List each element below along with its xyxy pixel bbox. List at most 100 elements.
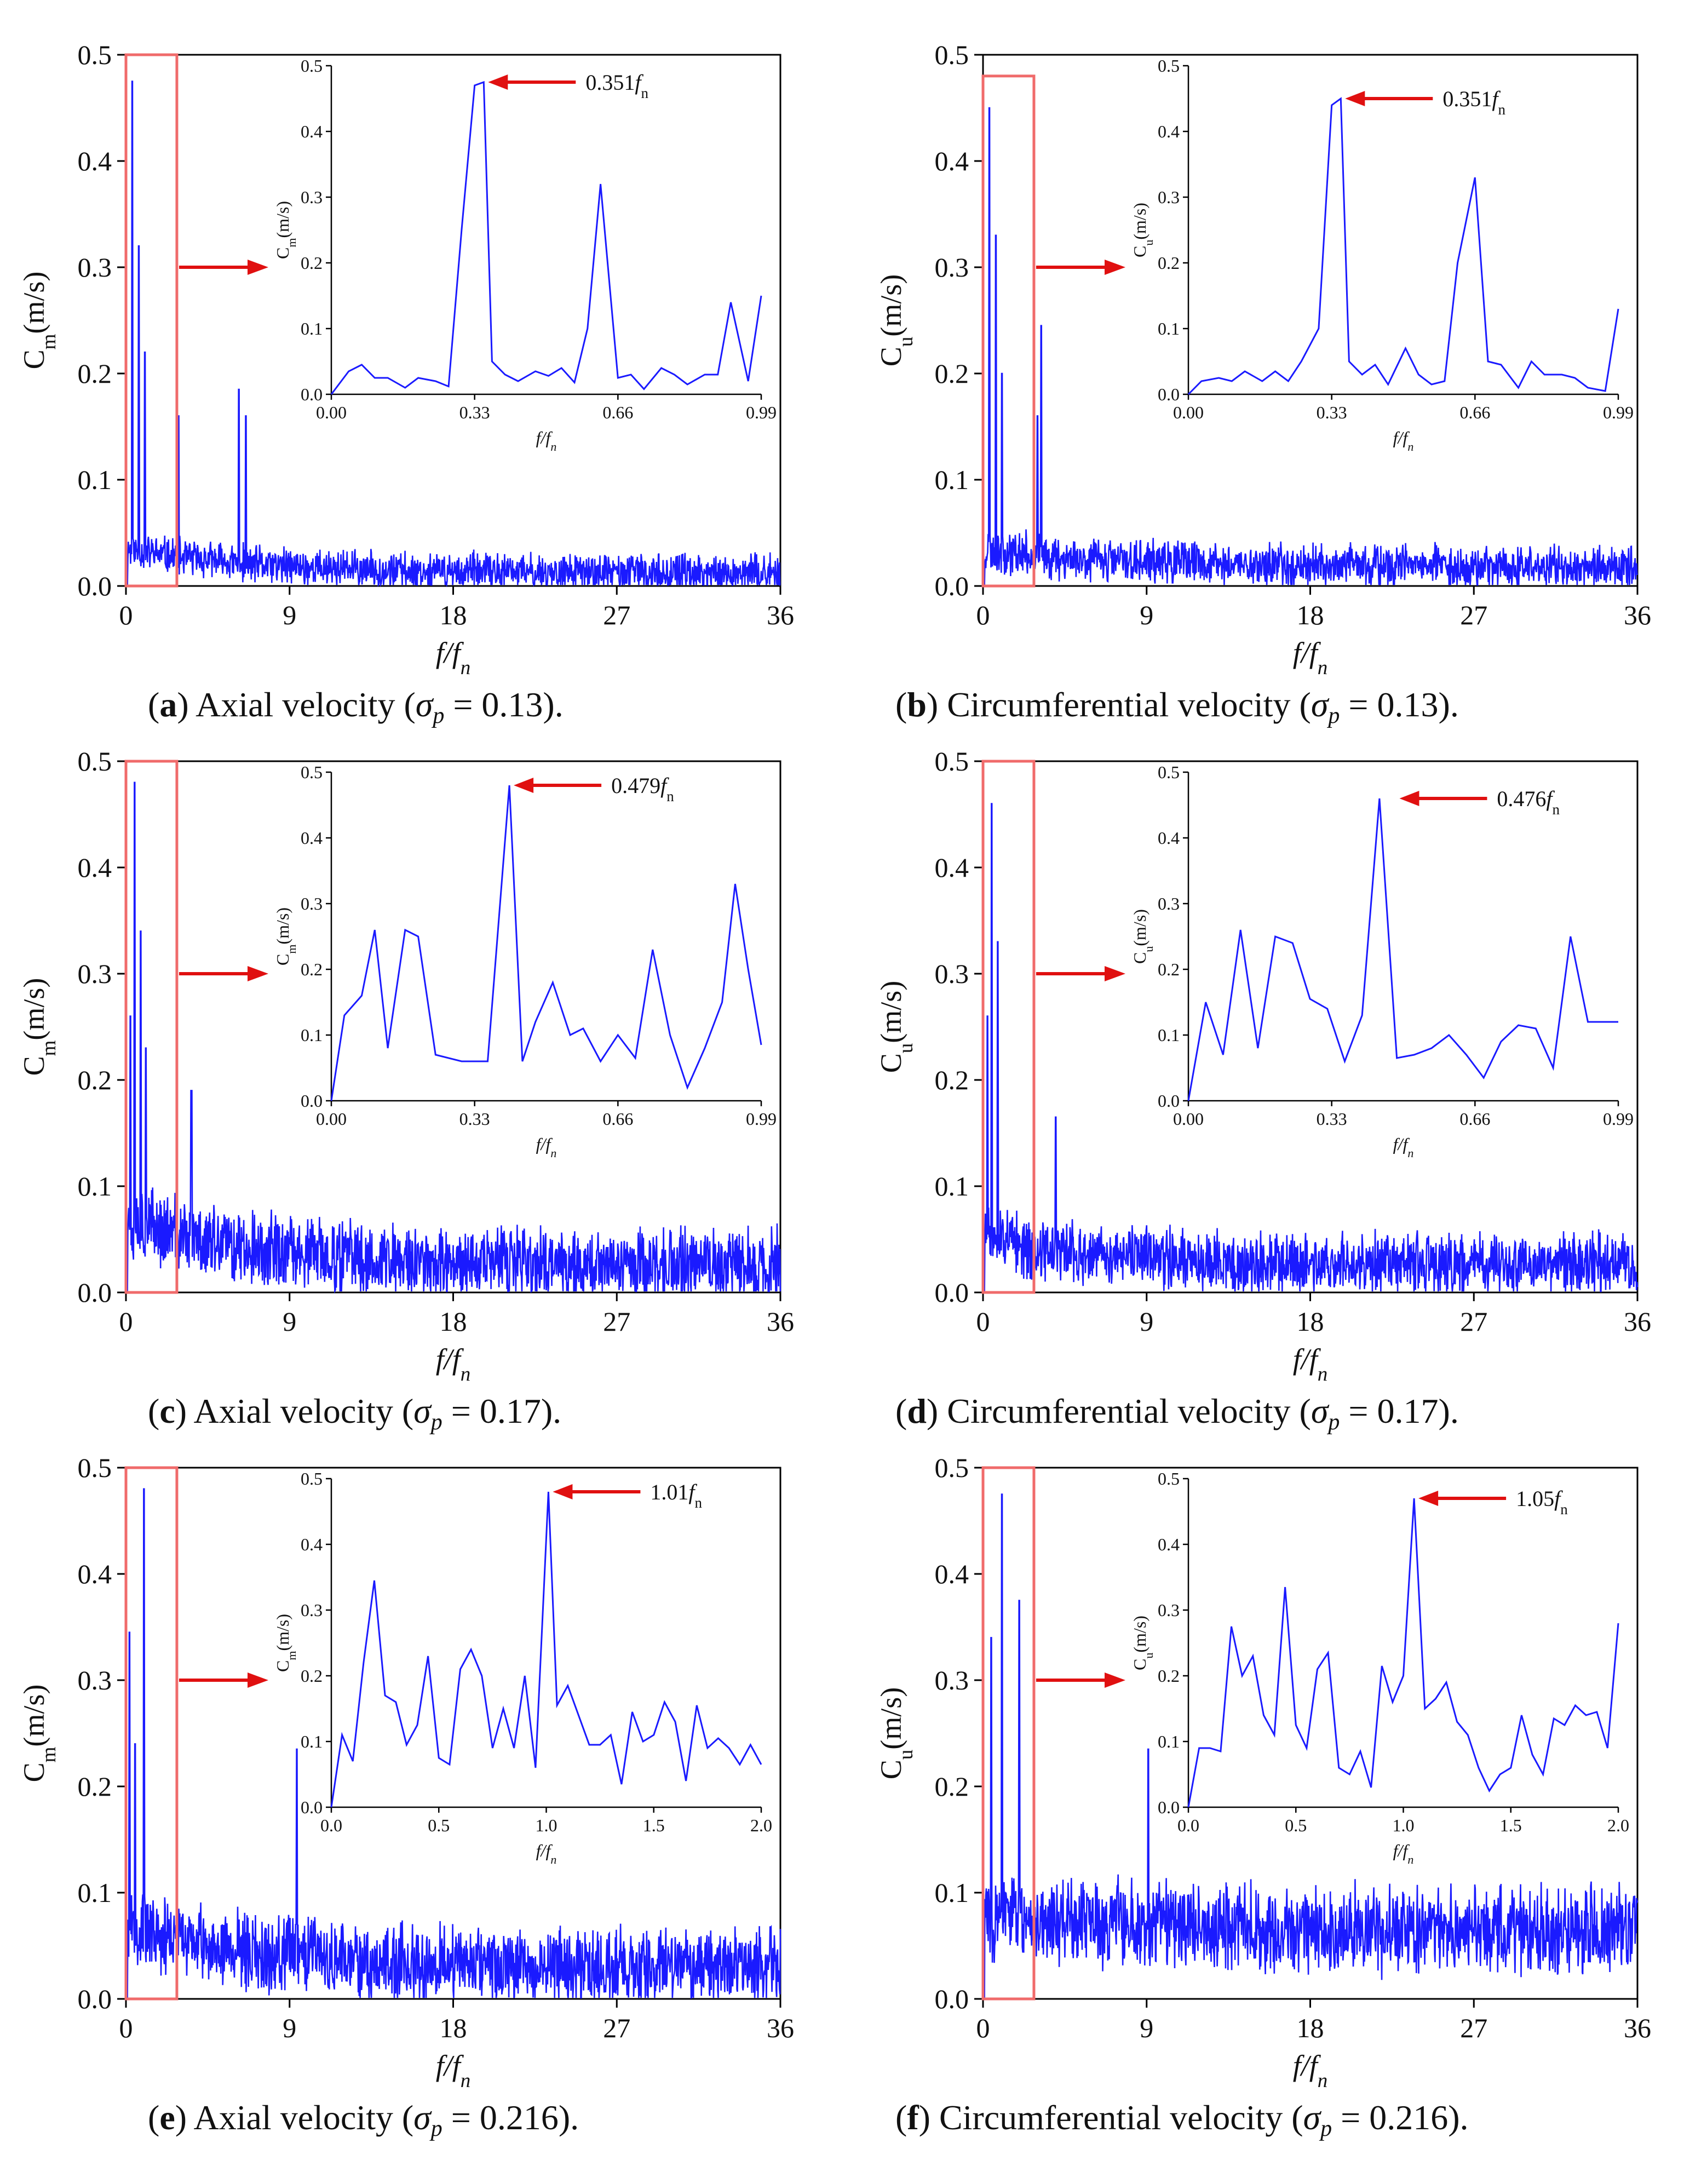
x-tick-label: 18 — [440, 2013, 467, 2043]
inset-series-line — [330, 1491, 762, 1808]
inset-x-axis-label: f/fn — [1393, 428, 1414, 453]
panel-e: 0.00.10.20.30.40.50 9 18 27 36f/fnCm(m/s)0.0… — [18, 1452, 794, 2092]
y-tick-label: 0.5 — [935, 746, 969, 777]
inset-x-tick-label: 0.99 — [746, 1109, 777, 1129]
x-tick-label: 0 — [119, 2013, 133, 2043]
y-axis-label: Cu(m/s) — [875, 981, 917, 1073]
y-tick-label: 0.0 — [935, 1277, 969, 1308]
inset-y-tick-label: 0.3 — [1158, 894, 1180, 913]
x-tick-label: 0 — [119, 1306, 133, 1337]
y-tick-label: 0.1 — [78, 464, 112, 495]
y-tick-label: 0.5 — [935, 39, 969, 70]
inset-y-axis-label: Cu(m/s) — [1130, 909, 1156, 964]
inset-x-tick-label: 0.66 — [1459, 403, 1490, 422]
inset-y-tick-label: 0.3 — [1158, 1600, 1180, 1620]
annotation-label: 0.476fn — [1497, 786, 1560, 818]
caption-f: (f) Circumferential velocity (σp = 0.216… — [895, 2098, 1469, 2141]
y-tick-label: 0.4 — [935, 146, 969, 176]
x-axis-label: f/fn — [436, 1343, 471, 1386]
inset-y-axis-label: Cu(m/s) — [1130, 1616, 1156, 1670]
x-tick-label: 9 — [1140, 1306, 1153, 1337]
y-tick-label: 0.4 — [78, 146, 112, 176]
x-tick-label: 0 — [119, 600, 133, 630]
annotation-arrow-head — [1399, 791, 1419, 806]
inset-y-tick-label: 0.3 — [301, 1600, 323, 1620]
x-axis-label: f/fn — [1293, 636, 1328, 679]
inset-y-tick-label: 0.4 — [301, 828, 323, 848]
x-tick-label: 0 — [976, 600, 990, 630]
inset-y-tick-label: 0.3 — [301, 187, 323, 207]
inset-y-tick-label: 0.0 — [1158, 1797, 1180, 1817]
inset-x-tick-label: 0.33 — [1317, 1109, 1347, 1129]
series-line — [126, 1488, 781, 2000]
y-tick-label: 0.1 — [935, 1171, 969, 1202]
y-tick-label: 0.1 — [78, 1171, 112, 1202]
y-tick-label: 0.5 — [78, 1452, 112, 1483]
inset-series-line — [330, 785, 762, 1101]
x-tick-label: 27 — [1460, 1306, 1487, 1337]
highlight-box — [124, 760, 179, 1294]
connector-arrow-head — [1105, 966, 1125, 981]
caption-a: (a) Axial velocity (σp = 0.13). — [148, 685, 564, 728]
annotation-arrow-head — [1345, 91, 1365, 106]
panel-a: 0.00.10.20.30.40.50 9 18 27 36f/fnCm(m/s)0.0… — [18, 39, 794, 679]
x-tick-label: 27 — [603, 2013, 630, 2043]
inset-background — [331, 66, 761, 394]
y-tick-label: 0.2 — [78, 1771, 112, 1802]
highlight-box — [124, 1466, 179, 2001]
inset-chart: 0.0 0.1 0.2 0.3 0.4 0.5 0.00 0.33 0.66 0.99 f/fn Cu… — [1130, 762, 1634, 1160]
inset-background — [1188, 772, 1618, 1101]
y-axis-label: Cm(m/s) — [18, 1685, 60, 1783]
x-axis-label: f/fn — [436, 2049, 471, 2092]
inset-x-tick-label: 0.5 — [1285, 1815, 1307, 1835]
panel-b: 0.00.10.20.30.40.50 9 18 27 36f/fnCu(m/s)0.0… — [875, 39, 1651, 679]
y-tick-label: 0.1 — [78, 1877, 112, 1908]
inset-y-tick-label: 0.2 — [301, 1666, 323, 1686]
y-tick-label: 0.0 — [935, 571, 969, 601]
y-tick-label: 0.3 — [935, 1665, 969, 1696]
inset-y-tick-label: 0.4 — [1158, 828, 1180, 848]
inset-x-tick-label: 0.33 — [1317, 403, 1347, 422]
x-tick-label: 18 — [1297, 1306, 1324, 1337]
connector-arrow-head — [1105, 1673, 1125, 1688]
x-tick-label: 18 — [440, 600, 467, 630]
caption-d: (d) Circumferential velocity (σp = 0.17)… — [895, 1392, 1459, 1435]
inset-y-tick-label: 0.0 — [301, 1091, 323, 1111]
y-tick-label: 0.0 — [935, 1984, 969, 2014]
inset-y-tick-label: 0.4 — [1158, 1534, 1180, 1554]
annotation-label: 0.351fn — [1442, 87, 1505, 118]
annotation-arrow-head — [488, 74, 508, 90]
x-tick-label: 9 — [1140, 2013, 1153, 2043]
y-axis-label: Cu(m/s) — [875, 274, 917, 367]
annotation-arrow-head — [553, 1484, 573, 1499]
x-axis-label: f/fn — [436, 636, 471, 679]
inset-series-line — [1187, 1498, 1619, 1808]
inset-x-tick-label: 1.5 — [643, 1815, 665, 1835]
x-tick-label: 27 — [603, 1306, 630, 1337]
inset-x-axis-label: f/fn — [1393, 1134, 1414, 1160]
inset-x-tick-label: 0.66 — [602, 403, 633, 422]
inset-x-axis-label: f/fn — [536, 1134, 557, 1160]
inset-x-tick-label: 0.0 — [320, 1815, 342, 1835]
inset-x-tick-label: 0.00 — [1173, 403, 1204, 422]
x-tick-label: 27 — [1460, 600, 1487, 630]
inset-chart: 0.0 0.1 0.2 0.3 0.4 0.5 0.00 0.33 0.66 0.99 f/fn Cu… — [1130, 56, 1634, 453]
inset-background — [331, 772, 761, 1101]
inset-x-tick-label: 0.33 — [459, 403, 490, 422]
x-tick-label: 18 — [1297, 2013, 1324, 2043]
inset-chart: 0.0 0.1 0.2 0.3 0.4 0.5 0.0 0.5 1.0 1.5 2.0 f/fn Cm(… — [273, 1469, 772, 1866]
inset-y-tick-label: 0.1 — [1158, 1732, 1180, 1751]
inset-y-tick-label: 0.5 — [301, 56, 323, 76]
series-line — [126, 781, 781, 1294]
y-axis-label: Cu(m/s) — [875, 1687, 917, 1780]
inset-x-tick-label: 2.0 — [1607, 1815, 1629, 1835]
inset-y-tick-label: 0.1 — [301, 1025, 323, 1045]
y-tick-label: 0.3 — [935, 958, 969, 989]
annotation-label: 0.479fn — [611, 773, 674, 804]
caption-b: (b) Circumferential velocity (σp = 0.13)… — [895, 685, 1459, 728]
x-tick-label: 36 — [767, 600, 794, 630]
inset-x-axis-label: f/fn — [536, 1841, 557, 1866]
x-tick-label: 27 — [1460, 2013, 1487, 2043]
panel-f: 0.00.10.20.30.40.50 9 18 27 36f/fnCu(m/s)0.0… — [875, 1452, 1651, 2092]
y-tick-label: 0.4 — [78, 852, 112, 883]
